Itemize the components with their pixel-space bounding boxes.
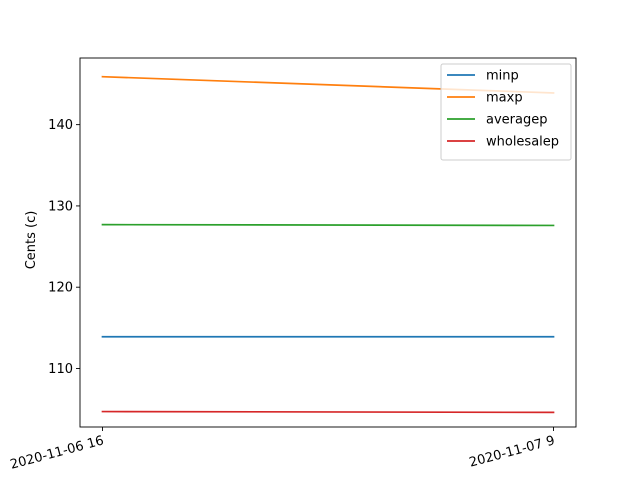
- legend: minp maxp averagep wholesalep: [440, 63, 572, 161]
- y-tick-label: 130: [48, 199, 73, 214]
- legend-label-maxp: maxp: [486, 91, 523, 106]
- legend-label-averagep: averagep: [486, 113, 547, 128]
- y-tick-label: 140: [48, 118, 73, 133]
- series-line-averagep: [101, 223, 555, 227]
- y-axis-label: Cents (c): [24, 211, 39, 270]
- legend-label-wholesalep: wholesalep: [486, 135, 559, 150]
- axes-frame: [79, 57, 577, 428]
- x-tick-label: 2020-11-06 16: [9, 433, 106, 472]
- legend-box: [440, 63, 572, 161]
- y-tick-label: 110: [48, 362, 73, 377]
- y-tick-label: 120: [48, 281, 73, 296]
- legend-label-minp: minp: [486, 69, 519, 84]
- series-line-wholesalep: [101, 410, 555, 414]
- x-tick-label: 2020-11-07 9: [468, 433, 557, 470]
